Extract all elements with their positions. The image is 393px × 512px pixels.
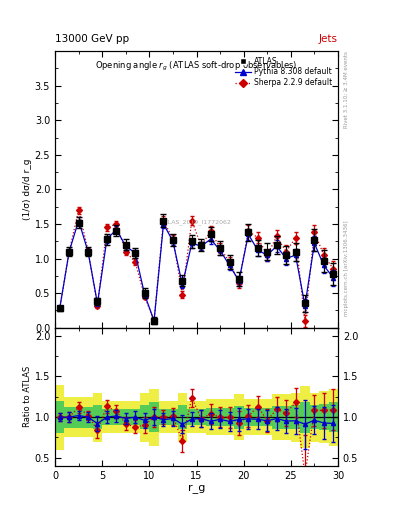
Text: mcplots.cern.ch [arXiv:1306.3436]: mcplots.cern.ch [arXiv:1306.3436] [344, 220, 349, 316]
Text: ATLAS_2019_I1772062: ATLAS_2019_I1772062 [161, 220, 232, 225]
Text: Rivet 3.1.10; ≥ 3.4M events: Rivet 3.1.10; ≥ 3.4M events [344, 51, 349, 128]
Text: Jets: Jets [319, 33, 338, 44]
Text: Opening angle $r_g$ (ATLAS soft-drop observables): Opening angle $r_g$ (ATLAS soft-drop obs… [95, 59, 298, 73]
Text: 13000 GeV pp: 13000 GeV pp [55, 33, 129, 44]
X-axis label: r_g: r_g [188, 483, 205, 494]
Y-axis label: (1/σ) dσ/d r_g: (1/σ) dσ/d r_g [23, 159, 32, 220]
Legend: ATLAS, Pythia 8.308 default, Sherpa 2.2.9 default: ATLAS, Pythia 8.308 default, Sherpa 2.2.… [234, 55, 334, 89]
Y-axis label: Ratio to ATLAS: Ratio to ATLAS [23, 366, 32, 428]
